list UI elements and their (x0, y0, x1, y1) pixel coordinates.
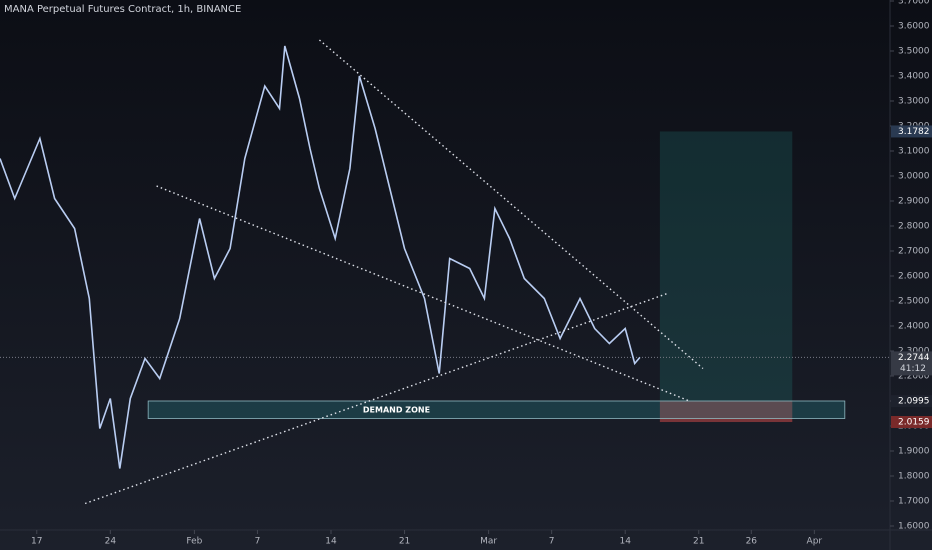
price-label: 3.1782 (898, 127, 930, 137)
demand-zone (147, 400, 846, 419)
price-label: 2.0995 (898, 397, 930, 407)
y-tick-label: 1.9000 (898, 447, 930, 457)
demand-zone-label: DEMAND ZONE (363, 405, 430, 414)
x-tick-label: 21 (693, 537, 704, 547)
x-tick-label: 24 (105, 537, 117, 547)
current-price-bg (891, 351, 932, 376)
x-tick-label: 21 (399, 537, 410, 547)
y-tick-label: 2.2000 (898, 372, 930, 382)
x-tick-label: 26 (746, 537, 758, 547)
x-tick-label: Mar (480, 537, 497, 547)
price-label-bg (891, 395, 932, 408)
current-price-label: 2.2744 (898, 353, 930, 363)
x-tick-label: 14 (325, 537, 337, 547)
x-tick-label: 14 (619, 537, 631, 547)
x-tick-label: 7 (255, 537, 261, 547)
trendline (156, 185, 690, 402)
y-tick-label: 1.7000 (898, 497, 930, 507)
trendline (318, 39, 704, 370)
y-tick-label: 3.5000 (898, 47, 930, 57)
y-tick-label: 1.8000 (898, 472, 930, 482)
y-tick-label: 3.1000 (898, 147, 930, 157)
y-tick-label: 3.3000 (898, 97, 930, 107)
price-label: 2.0159 (898, 418, 930, 428)
x-tick-label: Apr (807, 537, 823, 547)
y-tick-label: 2.7000 (898, 247, 930, 257)
x-tick-label: Feb (186, 537, 202, 547)
y-tick-label: 2.8000 (898, 222, 930, 232)
y-tick-label: 2.5000 (898, 297, 930, 307)
stop-zone (659, 401, 793, 423)
target-zone (659, 131, 793, 402)
y-tick-label: 3.7000 (898, 0, 930, 7)
price-label-bg (891, 416, 932, 429)
x-tick-label: 17 (31, 537, 42, 547)
y-tick-label: 3.6000 (898, 22, 930, 32)
y-tick-label: 3.4000 (898, 72, 930, 82)
countdown: 41:12 (900, 364, 926, 374)
x-tick-label: 7 (549, 537, 555, 547)
chart-title: MANA Perpetual Futures Contract, 1h, BIN… (4, 4, 241, 15)
price-label-bg (891, 125, 932, 138)
y-tick-label: 2.6000 (898, 272, 930, 282)
y-tick-label: 2.9000 (898, 197, 930, 207)
y-tick-label: 2.4000 (898, 322, 930, 332)
price-line (0, 45, 641, 469)
y-tick-label: 1.6000 (898, 522, 930, 532)
y-tick-label: 3.0000 (898, 172, 930, 182)
